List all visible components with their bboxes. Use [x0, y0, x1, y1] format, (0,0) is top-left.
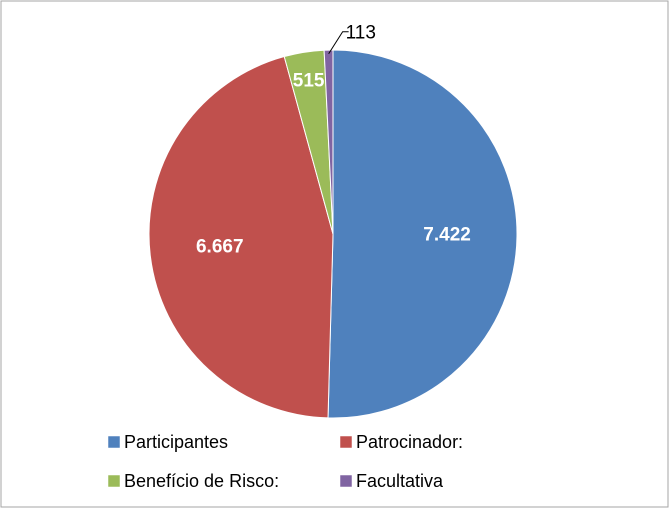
pie-slice — [327, 49, 518, 419]
data-label: 7.422 — [423, 225, 471, 246]
legend-swatch — [107, 474, 121, 488]
data-label: 113 — [346, 23, 376, 44]
leader-line — [328, 31, 349, 55]
legend-label: Benefício de Risco: — [124, 471, 279, 491]
legend-swatch — [107, 435, 121, 449]
data-label: 515 — [293, 70, 325, 91]
pie-slice — [148, 55, 334, 419]
legend-label: Facultativa — [356, 471, 444, 491]
data-label: 6.667 — [196, 237, 244, 258]
legend-swatch — [339, 435, 353, 449]
pie-slice — [323, 49, 334, 235]
legend-label: Patrocinador: — [356, 432, 463, 452]
legend-swatch — [339, 474, 353, 488]
legend-label: Participantes — [124, 432, 228, 452]
